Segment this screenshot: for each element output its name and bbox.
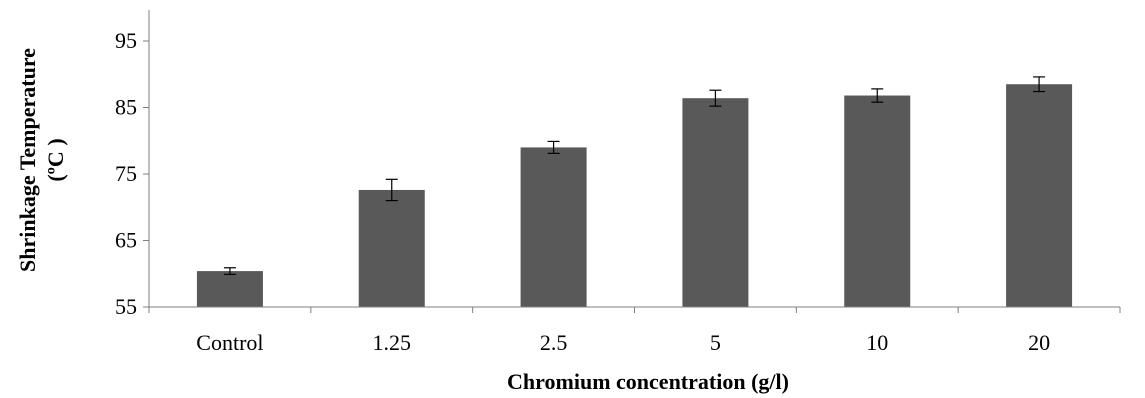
y-axis-title-line1: Shrinkage Temperature [15,48,40,272]
x-tick-label: Control [196,330,263,355]
error-bar [223,267,236,276]
bar [520,147,587,307]
bar [682,98,749,307]
bar [1006,84,1073,307]
bars-group [196,84,1073,307]
x-axis-title: Chromium concentration (g/l) [507,369,789,394]
error-bar [871,88,884,103]
y-axis-ticks: 55 65 75 85 95 [115,28,149,319]
x-tick-label: 20 [1028,330,1050,355]
x-axis-ticks: Control 1.25 2.5 5 10 20 [148,307,1121,355]
error-bars-group [223,76,1046,276]
x-tick-label: 5 [710,330,721,355]
y-tick-label: 65 [115,228,137,253]
x-tick-label: 2.5 [540,330,568,355]
y-tick-label: 75 [115,161,137,186]
y-axis-title-line2: (ºC ) [43,138,68,181]
bar [844,95,911,307]
y-tick-label: 95 [115,28,137,53]
x-tick-label: 1.25 [373,330,412,355]
y-tick-label: 55 [115,294,137,319]
y-tick-label: 85 [115,95,137,120]
error-bar [385,178,398,202]
error-bar [709,89,722,107]
y-axis-title: Shrinkage Temperature (ºC ) [15,48,68,272]
error-bar [547,140,560,154]
x-tick-label: 10 [866,330,888,355]
bar [358,189,425,307]
bar [196,271,263,307]
error-bar [1033,76,1046,93]
